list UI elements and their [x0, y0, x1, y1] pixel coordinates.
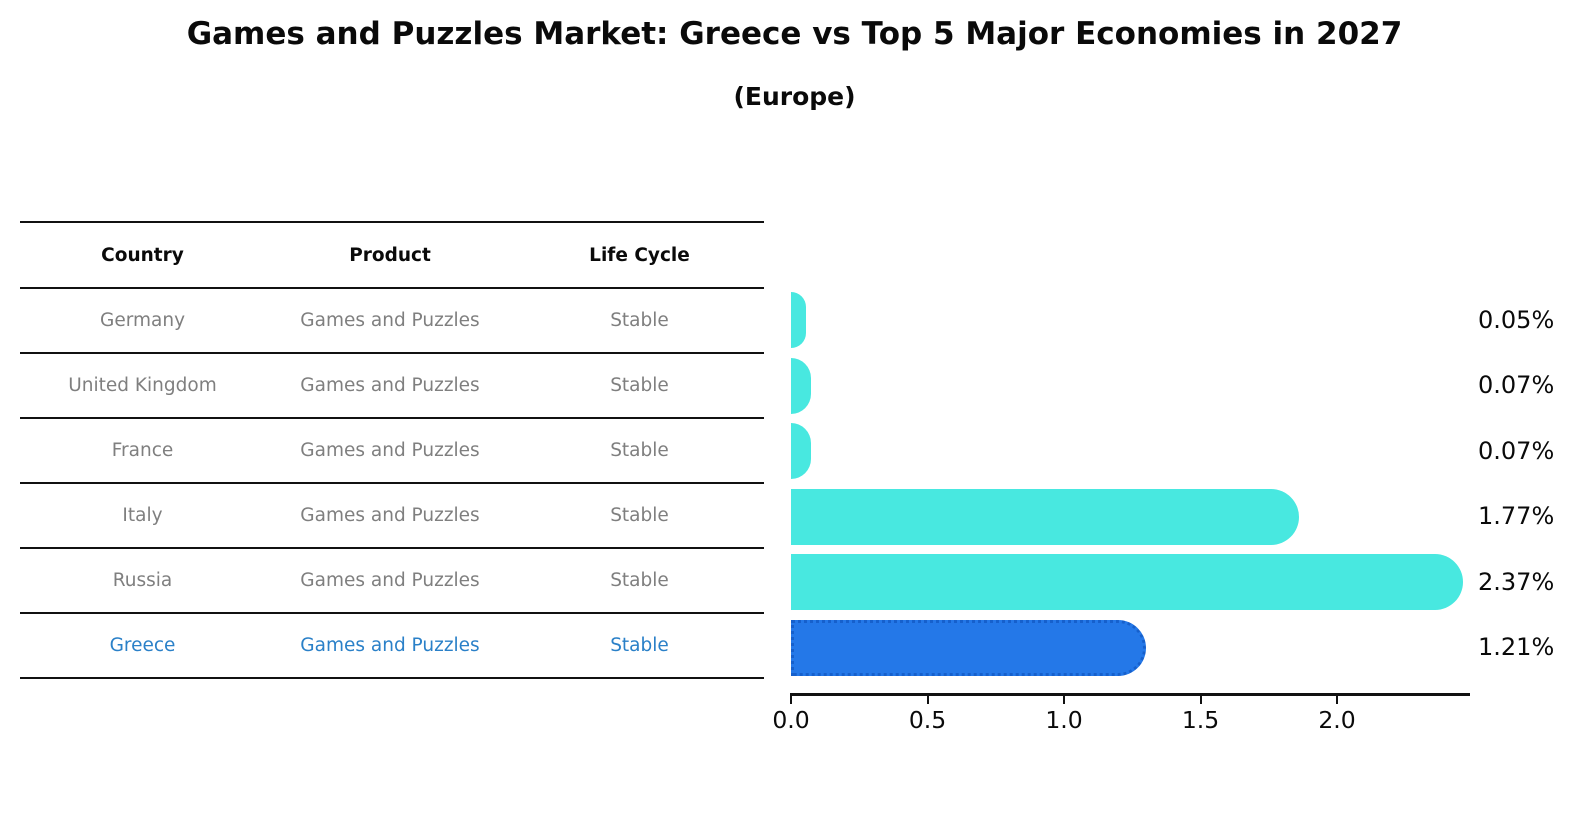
data-table: Country Product Life Cycle Germany Games…	[20, 221, 764, 679]
x-axis-tick	[790, 695, 792, 704]
product-cell: Games and Puzzles	[300, 570, 480, 591]
life-cycle-cell: Stable	[610, 505, 669, 526]
product-cell: Games and Puzzles	[300, 505, 480, 526]
x-axis-tick-label: 0.0	[772, 706, 810, 734]
x-axis-line	[790, 693, 1470, 696]
x-axis-tick	[926, 695, 929, 704]
chart-subtitle: (Europe)	[733, 82, 856, 111]
table-row-germany: Germany Games and Puzzles Stable	[20, 289, 764, 354]
x-axis-tick-label: 0.5	[908, 706, 947, 734]
bar-value-label: 0.07%	[1478, 436, 1555, 465]
life-cycle-cell: Stable	[610, 440, 669, 461]
x-axis-tick-label: 1.5	[1181, 706, 1220, 734]
x-axis-tick-label: 2.0	[1318, 706, 1356, 734]
life-cycle-cell: Stable	[610, 310, 669, 331]
x-axis-tick	[1063, 695, 1065, 704]
country-cell: Italy	[122, 505, 163, 526]
chart-title: Games and Puzzles Market: Greece vs Top …	[186, 16, 1403, 52]
bar-germany	[791, 292, 806, 348]
life-cycle-cell: Stable	[610, 635, 669, 656]
bar-value-label: 0.07%	[1478, 371, 1555, 399]
column-header-life-cycle: Life Cycle	[589, 244, 690, 266]
x-axis-tick-label: 1.0	[1045, 706, 1083, 734]
bar-greece	[791, 619, 1147, 676]
life-cycle-cell: Stable	[610, 375, 669, 396]
country-cell: Greece	[109, 635, 176, 656]
table-row-italy: Italy Games and Puzzles Stable	[20, 484, 764, 549]
bar-france	[791, 423, 812, 479]
table-row-russia: Russia Games and Puzzles Stable	[20, 549, 764, 614]
country-cell: France	[111, 440, 174, 461]
bar-value-label: 1.77%	[1478, 502, 1555, 530]
bar-italy	[791, 488, 1300, 545]
country-cell: United Kingdom	[68, 375, 217, 396]
life-cycle-cell: Stable	[610, 570, 669, 591]
country-cell: Russia	[112, 570, 173, 591]
country-cell: Germany	[99, 310, 186, 331]
table-header-row: Country Product Life Cycle	[20, 221, 764, 289]
product-cell: Games and Puzzles	[300, 375, 480, 396]
product-cell: Games and Puzzles	[300, 635, 480, 656]
bar-value-label: 1.21%	[1478, 633, 1555, 661]
bar-value-label: 2.37%	[1478, 567, 1555, 596]
bar-russia	[791, 554, 1463, 610]
column-header-product: Product	[349, 244, 431, 266]
bar-united-kingdom	[791, 357, 812, 414]
x-axis-tick	[1336, 695, 1338, 704]
column-header-country: Country	[101, 244, 184, 266]
table-row-france: France Games and Puzzles Stable	[20, 419, 764, 484]
bar-value-label: 0.05%	[1478, 305, 1555, 334]
product-cell: Games and Puzzles	[300, 440, 480, 461]
table-row-greece: Greece Games and Puzzles Stable	[20, 614, 764, 679]
product-cell: Games and Puzzles	[300, 310, 480, 331]
table-row-united-kingdom: United Kingdom Games and Puzzles Stable	[20, 354, 764, 419]
x-axis-tick	[1199, 695, 1202, 704]
